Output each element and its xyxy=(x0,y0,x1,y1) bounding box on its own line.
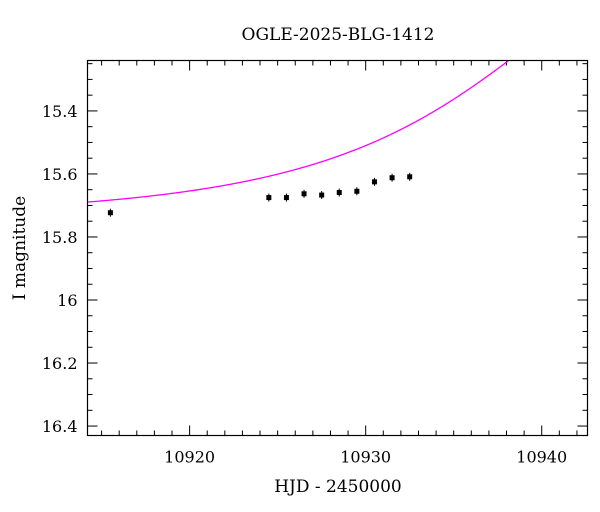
y-tick-label: 16 xyxy=(57,291,77,310)
model-curve-layer xyxy=(88,61,510,203)
data-point xyxy=(283,195,289,201)
data-point xyxy=(266,195,272,201)
model-curve xyxy=(88,61,510,203)
y-tick-label: 16.4 xyxy=(42,417,78,436)
data-points-layer xyxy=(107,172,413,217)
chart-title: OGLE-2025-BLG-1412 xyxy=(242,25,435,45)
data-point xyxy=(354,188,360,194)
y-axis-label: I magnitude xyxy=(10,196,30,300)
data-point xyxy=(407,174,413,180)
axis-ticks xyxy=(87,60,588,436)
data-point xyxy=(389,175,395,181)
plot-frame xyxy=(86,59,589,437)
tick-labels: 10920 10930 10940 15.4 15.6 15.8 16 16.2 16.4 xyxy=(42,102,567,467)
x-axis-label: HJD - 2450000 xyxy=(274,477,402,497)
x-tick-label: 10930 xyxy=(340,448,391,467)
data-point xyxy=(336,190,342,196)
y-tick-label: 15.8 xyxy=(42,228,78,247)
y-tick-label: 15.4 xyxy=(42,102,78,121)
x-tick-label: 10940 xyxy=(516,448,567,467)
data-point xyxy=(301,191,307,197)
data-point xyxy=(107,210,113,216)
y-tick-label: 15.6 xyxy=(42,165,78,184)
data-point xyxy=(371,179,377,185)
y-tick-label: 16.2 xyxy=(42,354,78,373)
x-tick-label: 10920 xyxy=(164,448,215,467)
data-point xyxy=(319,192,325,198)
